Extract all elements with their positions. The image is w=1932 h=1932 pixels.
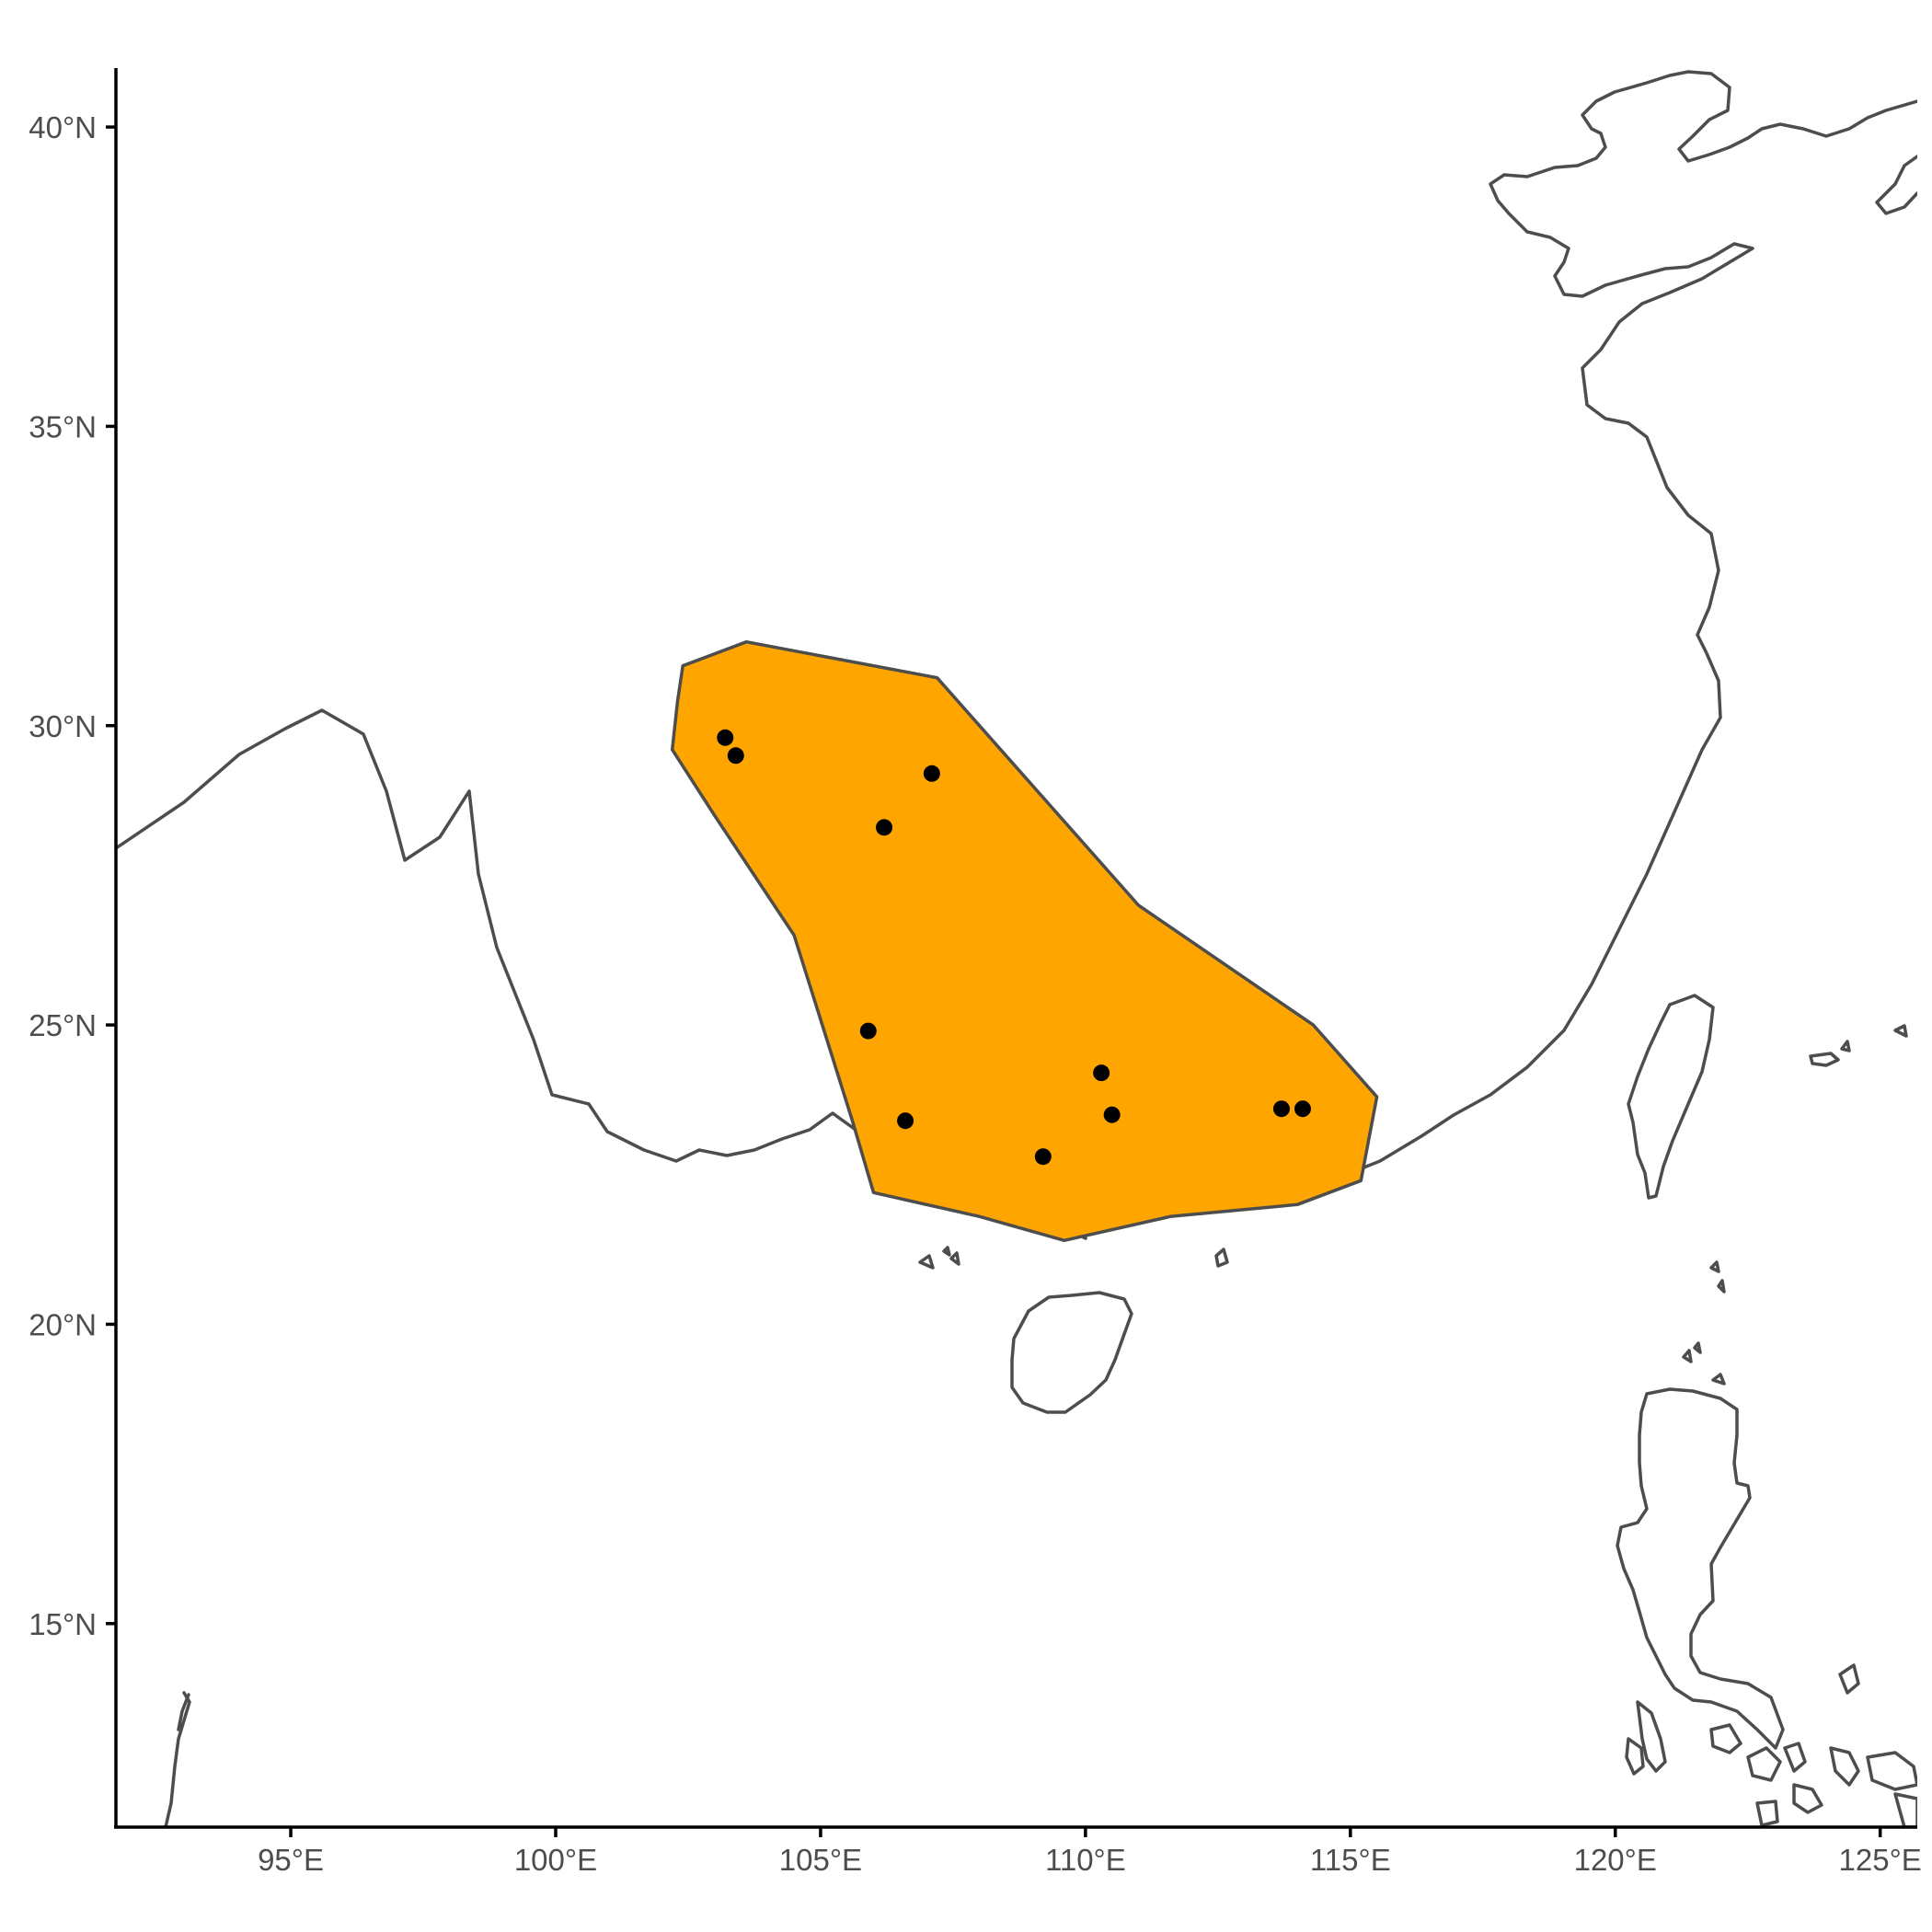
y-tick-label: 15°N [29, 1607, 97, 1641]
y-tick-label: 20°N [29, 1307, 97, 1341]
occurrence-point [876, 819, 893, 836]
x-tick-label: 95°E [258, 1843, 324, 1877]
taiwan-island [1627, 994, 1715, 1200]
mainland-asia-coastline [116, 70, 1917, 1218]
x-tick-label: 125°E [1839, 1843, 1922, 1877]
peninsula-coastline [1875, 155, 1917, 215]
occurrence-point [1103, 1106, 1121, 1123]
y-tick-label: 40°N [29, 110, 97, 144]
occurrence-point [859, 1022, 877, 1040]
hainan-island [1010, 1291, 1133, 1414]
occurrence-point [1034, 1148, 1052, 1166]
visayas-islands [1709, 1663, 1917, 1827]
y-tick-label: 35°N [29, 409, 97, 443]
occurrence-points [717, 729, 1311, 1166]
species-range-polygon [670, 639, 1379, 1243]
occurrence-point [1294, 1100, 1311, 1118]
x-axis-ticks: 95°E 100°E 105°E 110°E 115°E 120°E 125°E [258, 1827, 1922, 1877]
luzon-island [1616, 1387, 1785, 1750]
species-range [670, 639, 1379, 1243]
mindoro-island [1636, 1700, 1667, 1773]
occurrence-point [1272, 1100, 1290, 1118]
occurrence-point [897, 1112, 914, 1130]
occurrence-point [727, 747, 744, 765]
x-tick-label: 110°E [1045, 1843, 1126, 1877]
axes: 95°E 100°E 105°E 110°E 115°E 120°E 125°E 15°N 2… [29, 68, 1922, 1877]
y-tick-label: 30°N [29, 709, 97, 743]
y-axis-ticks: 15°N 20°N 25°N 30°N 35°N 40°N [29, 110, 116, 1641]
occurrence-point [923, 765, 940, 782]
x-tick-label: 105°E [779, 1843, 862, 1877]
occurrence-point [1093, 1064, 1110, 1082]
occurrence-point [717, 729, 734, 746]
x-tick-label: 115°E [1310, 1843, 1391, 1877]
coastlines [116, 70, 1917, 1827]
west-island-chain [164, 1691, 1645, 1827]
x-tick-label: 120°E [1574, 1843, 1657, 1877]
small-islands [918, 1024, 1908, 1386]
x-tick-label: 100°E [514, 1843, 597, 1877]
y-tick-label: 25°N [29, 1008, 97, 1042]
